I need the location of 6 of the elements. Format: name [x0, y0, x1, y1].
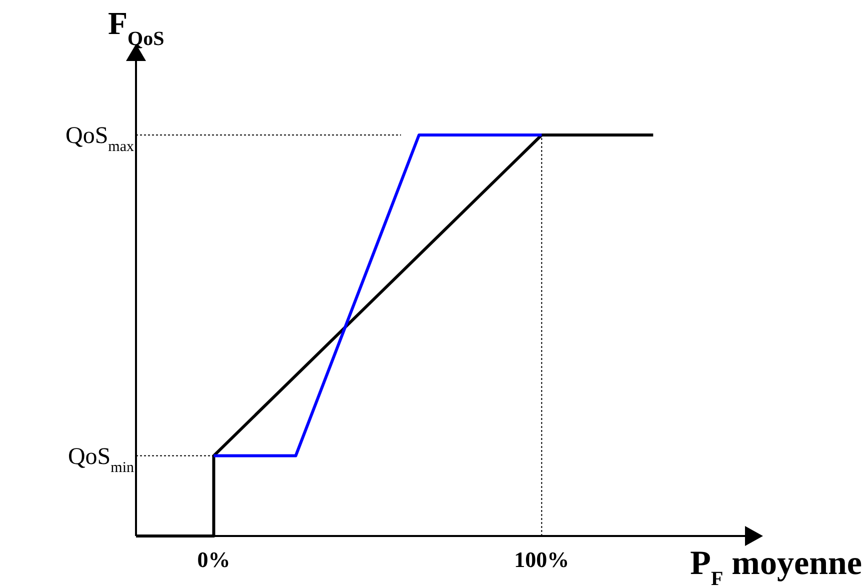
- y-axis-title: F$_{QoS}$: [108, 5, 164, 50]
- x-axis-title: P$_{F}$ moyenne: [690, 545, 862, 588]
- ref-line-label: QoS$_{min}$: [68, 444, 134, 476]
- ref-line-label: QoS$_{max}$: [65, 123, 134, 155]
- x-tick-label: 100%: [514, 547, 570, 572]
- x-tick-label: 0%: [197, 547, 230, 572]
